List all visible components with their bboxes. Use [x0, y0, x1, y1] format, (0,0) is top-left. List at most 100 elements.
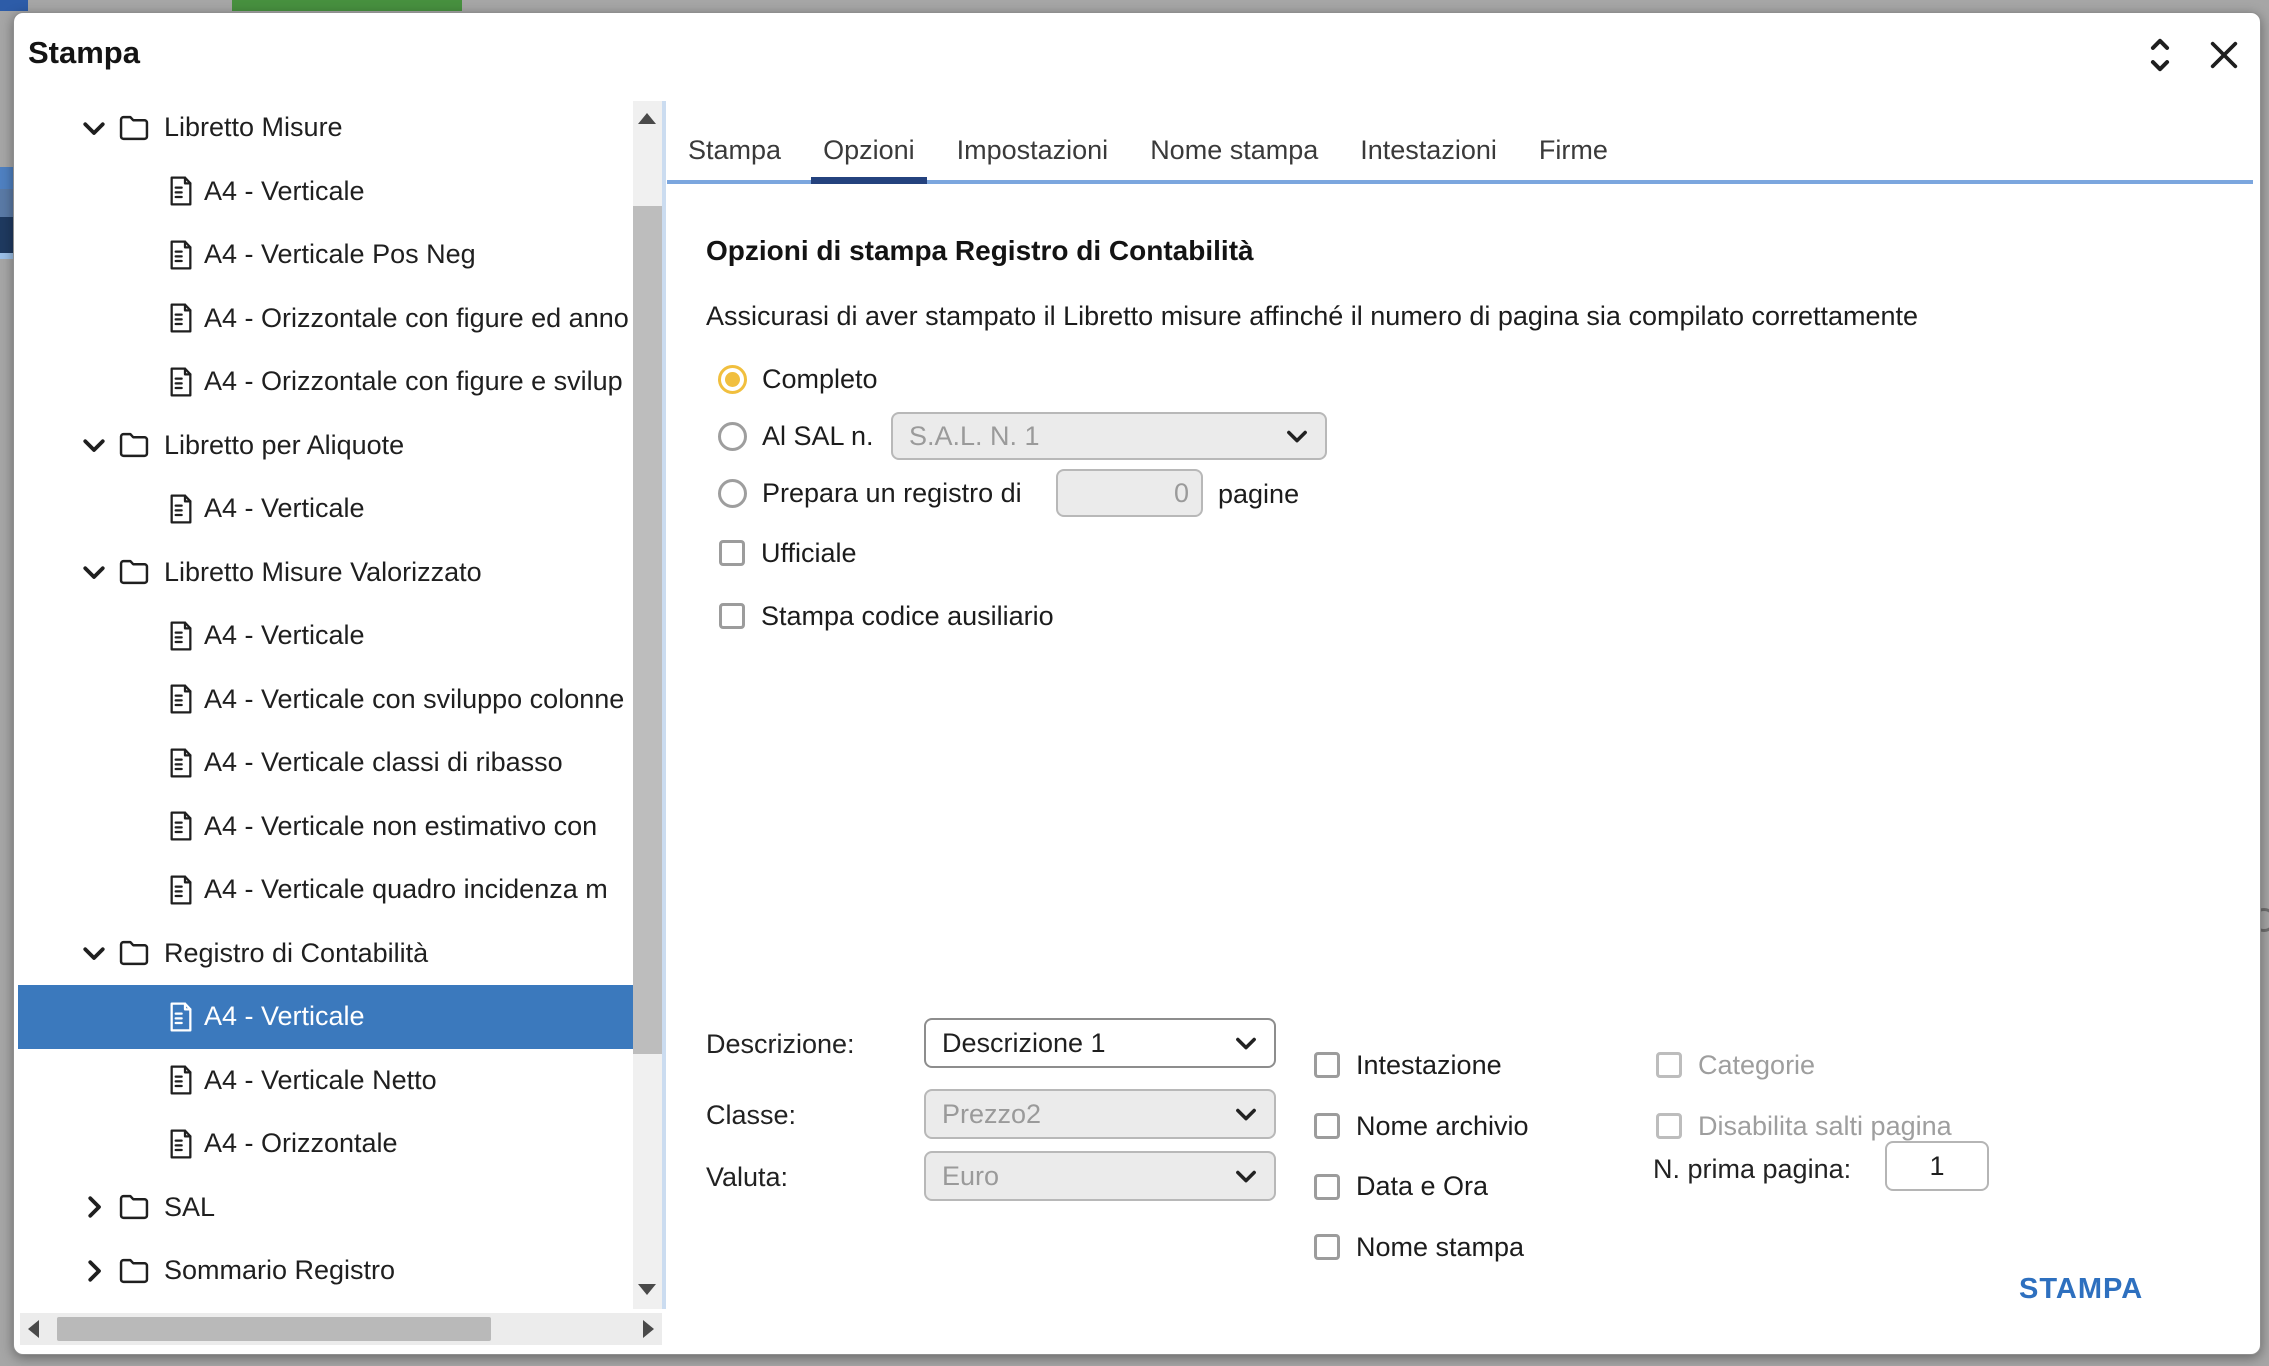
- document-icon: [167, 175, 204, 207]
- tree-row[interactable]: Registro di Contabilità: [18, 922, 633, 986]
- tree-row[interactable]: A4 - Verticale classi di ribasso: [18, 731, 633, 795]
- tree-item-label: A4 - Verticale Netto: [204, 1064, 437, 1095]
- sal-select: S.A.L. N. 1: [891, 412, 1327, 460]
- background-fragment: [0, 217, 13, 253]
- document-icon: [167, 302, 204, 334]
- stampa-button[interactable]: STAMPA: [2013, 1272, 2149, 1307]
- tree-row[interactable]: A4 - Verticale: [18, 604, 633, 668]
- panel-divider: [662, 101, 666, 1309]
- n-prima-pagina-input[interactable]: 1: [1885, 1141, 1989, 1191]
- tree-row[interactable]: A4 - Verticale non estimativo con: [18, 795, 633, 859]
- checkbox-ufficiale-label[interactable]: Ufficiale: [761, 537, 857, 568]
- document-icon: [167, 1128, 204, 1160]
- tree-horizontal-scrollbar[interactable]: [20, 1313, 662, 1345]
- checkbox[interactable]: [1314, 1173, 1340, 1200]
- checkbox-disabled: [1656, 1052, 1682, 1079]
- radio-prepara[interactable]: [718, 478, 747, 508]
- tree-item-label: A4 - Verticale classi di ribasso: [204, 747, 563, 778]
- tree-row[interactable]: SAL: [18, 1176, 633, 1240]
- document-icon: [167, 874, 204, 906]
- chevron-down-icon[interactable]: [79, 938, 117, 968]
- tree-row[interactable]: A4 - Verticale Pos Neg: [18, 223, 633, 287]
- tree-item-label: A4 - Verticale: [204, 175, 365, 206]
- checkbox-codice-ausiliario[interactable]: [719, 603, 745, 629]
- tab[interactable]: Opzioni: [811, 129, 927, 184]
- checkbox-row-disabled: Categorie: [1656, 1035, 1952, 1096]
- radio-completo[interactable]: [718, 364, 747, 394]
- tree-row[interactable]: A4 - Orizzontale: [18, 1112, 633, 1176]
- tree-item-label: Libretto Misure Valorizzato: [164, 556, 482, 587]
- checkbox-label-disabled: Categorie: [1698, 1049, 1816, 1080]
- descrizione-select[interactable]: Descrizione 1: [924, 1018, 1276, 1068]
- tree-row[interactable]: A4 - Verticale: [18, 160, 633, 224]
- tree-row[interactable]: A4 - Orizzontale con figure ed anno: [18, 287, 633, 351]
- checkbox-label[interactable]: Nome stampa: [1356, 1231, 1525, 1262]
- chevron-down-icon: [1236, 1037, 1256, 1050]
- checkbox-row-disabled: Disabilita salti pagina: [1656, 1096, 1952, 1157]
- tree-row[interactable]: Libretto per Aliquote: [18, 414, 633, 478]
- scroll-up-arrow-icon[interactable]: [638, 113, 656, 124]
- checkbox-disabled: [1656, 1113, 1682, 1140]
- tree-item-label: A4 - Orizzontale: [204, 1128, 398, 1159]
- tree-item-label: Libretto Misure: [164, 112, 343, 143]
- checkbox[interactable]: [1314, 1052, 1340, 1079]
- tree-row[interactable]: A4 - Verticale Netto: [18, 1049, 633, 1113]
- horizontal-scrollbar-thumb[interactable]: [57, 1317, 491, 1341]
- chevron-down-icon[interactable]: [79, 1256, 117, 1286]
- scroll-right-arrow-icon[interactable]: [643, 1320, 654, 1338]
- tree-item-label: Libretto per Aliquote: [164, 429, 405, 460]
- tab-label: Opzioni: [823, 135, 915, 165]
- tree-item-label: A4 - Verticale: [204, 1001, 365, 1032]
- scroll-down-arrow-icon[interactable]: [638, 1284, 656, 1295]
- chevron-down-icon[interactable]: [79, 113, 117, 143]
- chevron-down-icon[interactable]: [79, 430, 117, 460]
- tree-row[interactable]: A4 - Verticale con sviluppo colonne: [18, 668, 633, 732]
- vertical-scrollbar-thumb[interactable]: [633, 206, 662, 1054]
- tree-vertical-scrollbar[interactable]: [633, 101, 662, 1309]
- tab[interactable]: Impostazioni: [957, 129, 1109, 184]
- document-icon: [167, 620, 204, 652]
- radio-prepara-label[interactable]: Prepara un registro di: [762, 477, 1022, 508]
- tab-bar: Stampa Opzioni Impostazioni Nome stampa …: [688, 129, 1608, 184]
- checkbox-ufficiale[interactable]: [719, 540, 745, 566]
- descrizione-label: Descrizione:: [706, 1029, 855, 1059]
- chevron-down-icon[interactable]: [79, 557, 117, 587]
- tab-label: Firme: [1538, 135, 1608, 165]
- tab[interactable]: Intestazioni: [1360, 129, 1497, 184]
- tab[interactable]: Stampa: [688, 129, 781, 184]
- folder-icon: [117, 557, 164, 587]
- radio-al-sal[interactable]: [718, 421, 747, 451]
- classe-label: Classe:: [706, 1100, 797, 1130]
- radio-al-sal-label[interactable]: Al SAL n.: [762, 420, 874, 451]
- tree-row[interactable]: A4 - Verticale: [18, 477, 633, 541]
- tree-item-label: A4 - Verticale quadro incidenza m: [204, 874, 608, 905]
- checkbox[interactable]: [1314, 1113, 1340, 1140]
- tree-row[interactable]: A4 - Orizzontale con figure e svilup: [18, 350, 633, 414]
- tree-row[interactable]: Sommario Registro: [18, 1239, 633, 1303]
- tree-row[interactable]: Libretto Misure: [18, 96, 633, 160]
- checkbox-label[interactable]: Nome archivio: [1356, 1110, 1529, 1141]
- folder-icon: [117, 113, 164, 143]
- tree-row[interactable]: A4 - Verticale: [18, 985, 633, 1049]
- checkbox-label[interactable]: Data e Ora: [1356, 1171, 1489, 1202]
- chevron-down-icon[interactable]: [79, 1192, 117, 1222]
- document-icon: [167, 366, 204, 398]
- checkbox-codice-ausiliario-label[interactable]: Stampa codice ausiliario: [761, 600, 1054, 631]
- document-icon: [167, 747, 204, 779]
- checkbox-label[interactable]: Intestazione: [1356, 1049, 1502, 1080]
- tree-row[interactable]: A4 - Verticale quadro incidenza m: [18, 858, 633, 922]
- tab[interactable]: Firme: [1539, 129, 1608, 184]
- tree-item-label: SAL: [164, 1191, 216, 1222]
- valuta-select: Euro: [924, 1151, 1276, 1201]
- document-icon: [167, 1001, 204, 1033]
- radio-row-prepara: Prepara un registro di: [718, 468, 1022, 518]
- radio-completo-label[interactable]: Completo: [762, 363, 878, 394]
- close-icon[interactable]: [2202, 33, 2246, 77]
- classe-select-value: Prezzo2: [942, 1098, 1042, 1129]
- tab[interactable]: Nome stampa: [1150, 129, 1318, 184]
- tree-row[interactable]: Libretto Misure Valorizzato: [18, 541, 633, 605]
- valuta-label: Valuta:: [706, 1162, 789, 1192]
- checkbox[interactable]: [1314, 1234, 1340, 1261]
- scroll-left-arrow-icon[interactable]: [28, 1320, 39, 1338]
- unfold-more-icon[interactable]: [2138, 33, 2182, 77]
